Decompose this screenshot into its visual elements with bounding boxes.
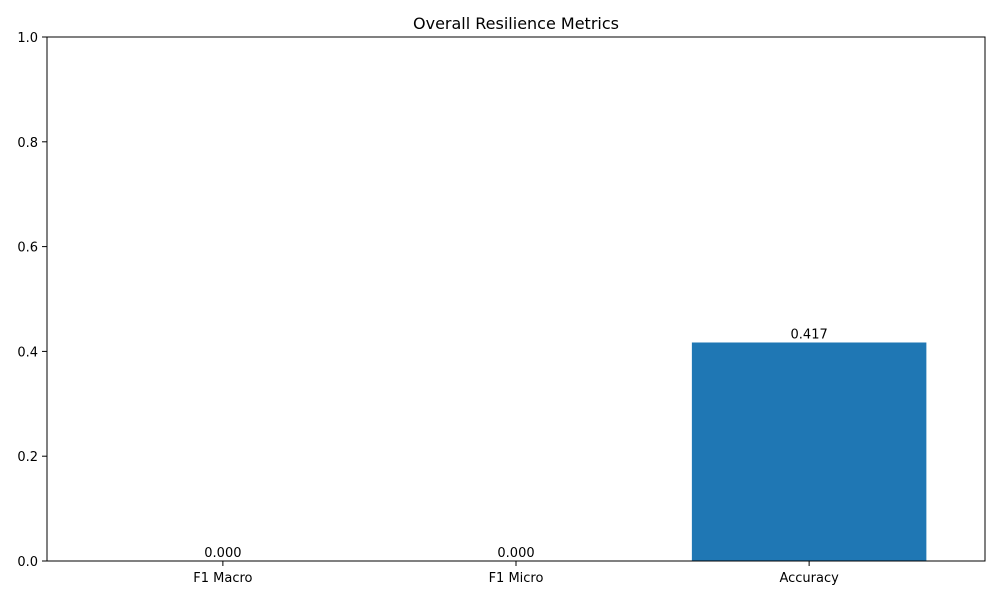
x-tick-label: F1 Micro <box>489 571 544 586</box>
plot-area: 0.000 F1 Macro 0.000 F1 Micro 0.417 Accuracy 0… <box>17 31 986 586</box>
chart-title: Overall Resilience Metrics <box>413 14 619 33</box>
y-tick-label: 0.8 <box>17 136 38 151</box>
x-tick-label: Accuracy <box>779 571 839 586</box>
y-tick-label: 0.2 <box>17 450 38 465</box>
y-tick-label: 0.4 <box>17 345 38 360</box>
y-tick-label: 0.0 <box>17 555 38 570</box>
x-tick-label: F1 Macro <box>193 571 252 586</box>
data-label: 0.417 <box>791 327 828 342</box>
y-tick-label: 0.6 <box>17 241 38 256</box>
bar-accuracy <box>691 342 927 561</box>
data-label: 0.000 <box>204 546 241 561</box>
axes-frame <box>46 36 986 562</box>
y-tick-label: 1.0 <box>17 31 38 46</box>
data-label: 0.000 <box>497 546 534 561</box>
